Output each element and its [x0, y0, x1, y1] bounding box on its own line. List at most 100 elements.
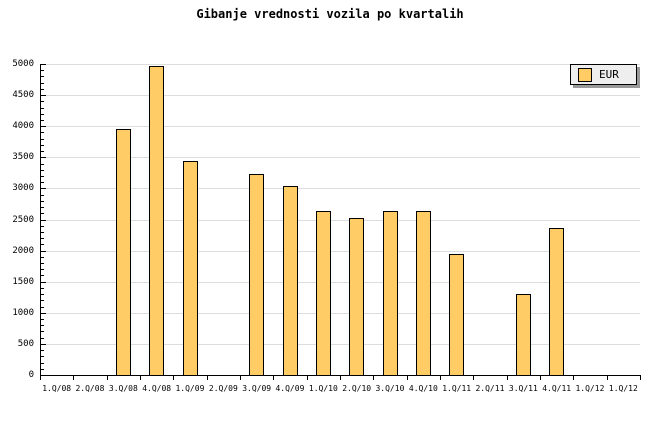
y-axis-minor-tick: [41, 83, 44, 84]
bar: [283, 186, 298, 375]
y-axis-minor-tick: [41, 176, 44, 177]
bar: [449, 254, 464, 375]
y-axis-tick: [41, 188, 46, 189]
y-axis-minor-tick: [41, 275, 44, 276]
y-axis-minor-tick: [41, 207, 44, 208]
legend-label: EUR: [599, 68, 619, 81]
x-axis-label: 4.Q/11: [542, 384, 572, 393]
y-axis-minor-tick: [41, 76, 44, 77]
x-axis-tick: [607, 376, 608, 380]
y-axis-minor-tick: [41, 356, 44, 357]
y-axis-tick: [41, 220, 46, 221]
gridline: [40, 157, 640, 158]
x-axis-label: 2.Q/11: [475, 384, 505, 393]
x-axis-label: 1.Q/10: [308, 384, 338, 393]
y-axis-minor-tick: [41, 300, 44, 301]
y-axis-minor-tick: [41, 363, 44, 364]
bar: [116, 129, 131, 375]
bar: [349, 218, 364, 375]
y-axis-minor-tick: [41, 145, 44, 146]
y-axis-minor-tick: [41, 170, 44, 171]
x-axis-tick: [107, 376, 108, 380]
y-axis-minor-tick: [41, 257, 44, 258]
y-axis-minor-tick: [41, 307, 44, 308]
y-axis-minor-tick: [41, 350, 44, 351]
y-axis-tick: [41, 282, 46, 283]
y-axis-label: 500: [17, 339, 34, 349]
x-axis-tick: [140, 376, 141, 380]
y-axis-minor-tick: [41, 213, 44, 214]
legend: EUR: [570, 64, 637, 85]
bar: [416, 211, 431, 375]
x-axis-tick: [540, 376, 541, 380]
x-axis-tick: [440, 376, 441, 380]
y-axis-label: 4500: [12, 90, 34, 100]
x-axis-label: 4.Q/08: [142, 384, 172, 393]
x-axis-tick: [640, 376, 641, 380]
gridline: [40, 220, 640, 221]
y-axis-minor-tick: [41, 101, 44, 102]
y-axis-minor-tick: [41, 263, 44, 264]
bar: [383, 211, 398, 375]
x-axis-tick: [40, 376, 41, 380]
bar: [149, 66, 164, 375]
y-axis-tick: [41, 313, 46, 314]
x-axis-tick: [207, 376, 208, 380]
y-axis-label: 5000: [12, 59, 34, 69]
gridline: [40, 188, 640, 189]
y-axis-minor-tick: [41, 195, 44, 196]
y-axis-minor-tick: [41, 182, 44, 183]
gridline: [40, 251, 640, 252]
y-axis-minor-tick: [41, 232, 44, 233]
bar: [316, 211, 331, 375]
y-axis-tick: [41, 95, 46, 96]
y-axis-label: 3000: [12, 183, 34, 193]
y-axis-tick: [41, 64, 46, 65]
gridline: [40, 126, 640, 127]
x-axis-tick: [240, 376, 241, 380]
chart-title: Gibanje vrednosti vozila po kvartalih: [196, 7, 464, 21]
y-axis-label: 4000: [12, 121, 34, 131]
y-axis-label: 2500: [12, 215, 34, 225]
gridline: [40, 282, 640, 283]
x-axis-label: 1.Q/12: [575, 384, 605, 393]
x-axis-label: 4.Q/10: [408, 384, 438, 393]
y-axis-label: 1500: [12, 277, 34, 287]
y-axis-minor-tick: [41, 369, 44, 370]
gridline: [40, 344, 640, 345]
y-axis-minor-tick: [41, 151, 44, 152]
y-axis-minor-tick: [41, 201, 44, 202]
x-axis-label: 2.Q/10: [342, 384, 372, 393]
x-axis-tick: [507, 376, 508, 380]
x-axis-tick: [407, 376, 408, 380]
bar: [183, 161, 198, 375]
x-axis-label: 1.Q/12: [608, 384, 638, 393]
x-axis-label: 1.Q/08: [42, 384, 72, 393]
x-axis-tick: [340, 376, 341, 380]
y-axis-minor-tick: [41, 114, 44, 115]
x-axis-tick: [73, 376, 74, 380]
y-axis-label: 1000: [12, 308, 34, 318]
y-axis-minor-tick: [41, 108, 44, 109]
bar: [516, 294, 531, 375]
y-axis-minor-tick: [41, 338, 44, 339]
x-axis-tick: [473, 376, 474, 380]
y-axis-label: 3500: [12, 152, 34, 162]
gridline: [40, 95, 640, 96]
bar: [249, 174, 264, 375]
y-axis-label: 0: [28, 370, 34, 380]
y-axis-minor-tick: [41, 244, 44, 245]
x-axis-label: 2.Q/08: [75, 384, 105, 393]
y-axis-minor-tick: [41, 226, 44, 227]
x-axis-label: 3.Q/08: [108, 384, 138, 393]
y-axis-tick: [41, 126, 46, 127]
y-axis-minor-tick: [41, 70, 44, 71]
x-axis-tick: [373, 376, 374, 380]
gridline: [40, 64, 640, 65]
y-axis-minor-tick: [41, 269, 44, 270]
x-axis-tick: [173, 376, 174, 380]
y-axis-label: 2000: [12, 246, 34, 256]
x-axis-label: 1.Q/11: [442, 384, 472, 393]
y-axis-minor-tick: [41, 294, 44, 295]
y-axis-minor-tick: [41, 120, 44, 121]
